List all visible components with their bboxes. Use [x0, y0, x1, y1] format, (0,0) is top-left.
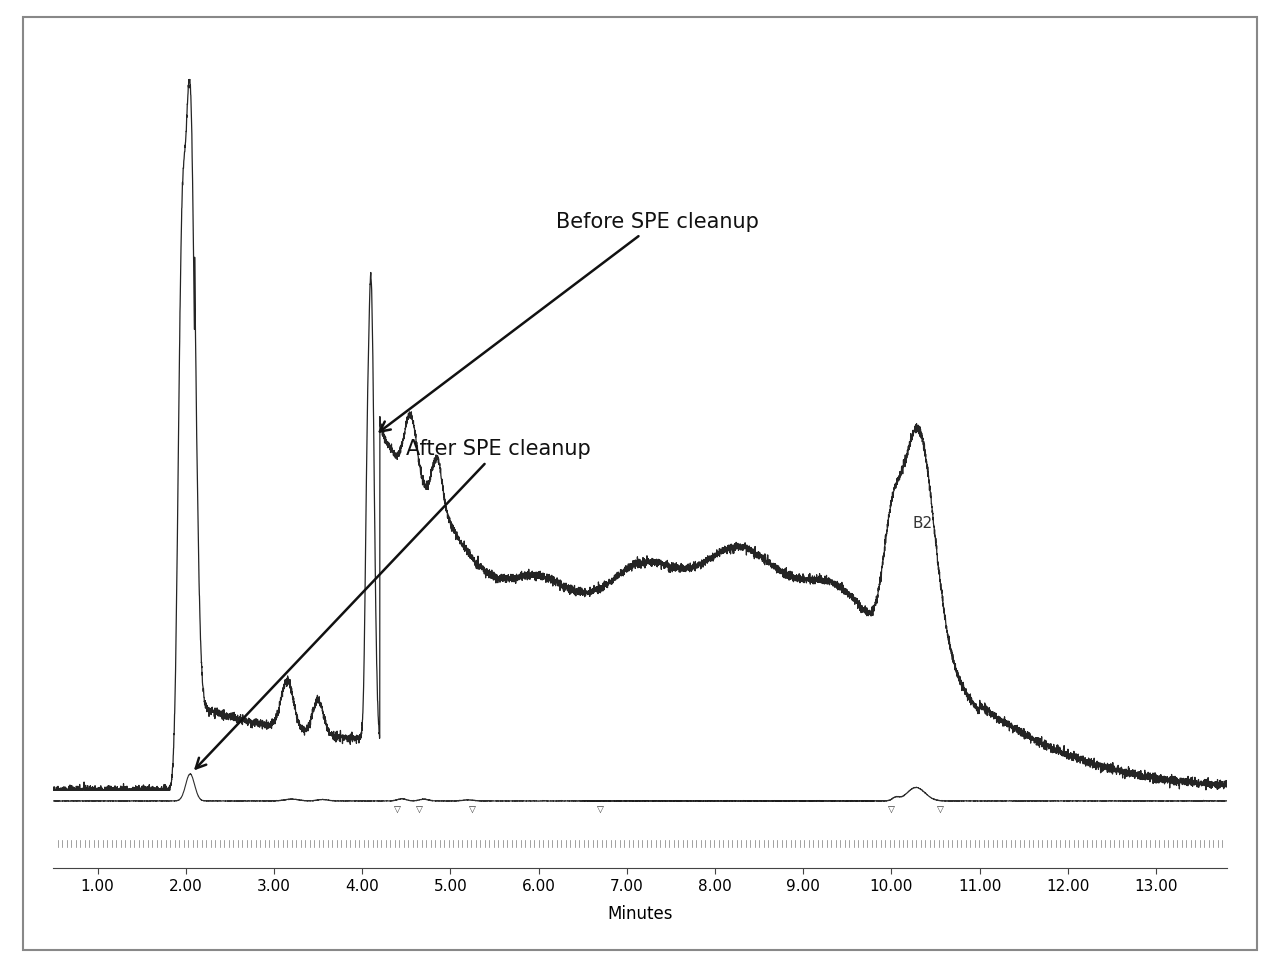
- Text: Before SPE cleanup: Before SPE cleanup: [380, 212, 759, 431]
- Text: ▽: ▽: [394, 806, 401, 814]
- Text: After SPE cleanup: After SPE cleanup: [196, 439, 591, 769]
- Text: B2: B2: [913, 515, 932, 531]
- Text: ▽: ▽: [888, 806, 895, 814]
- Text: ▽: ▽: [468, 806, 476, 814]
- X-axis label: Minutes: Minutes: [607, 905, 673, 923]
- Text: ▽: ▽: [416, 806, 422, 814]
- Text: ▽: ▽: [596, 806, 604, 814]
- Text: ▽: ▽: [937, 806, 943, 814]
